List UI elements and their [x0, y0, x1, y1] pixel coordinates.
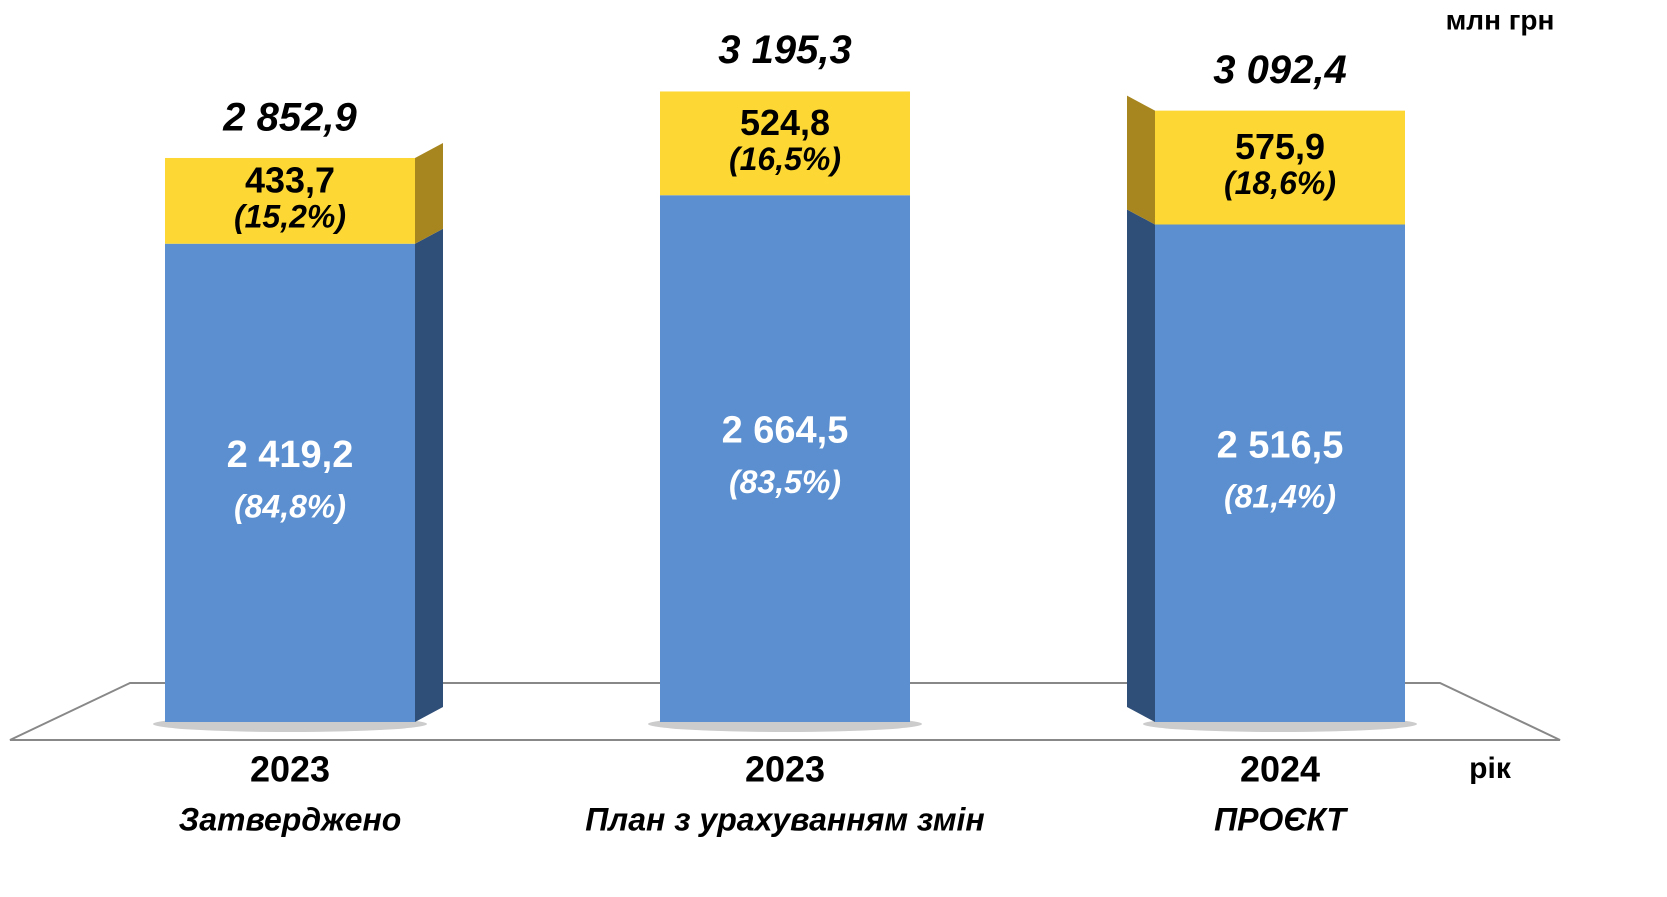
x-axis-label: рік — [1469, 752, 1512, 785]
value-label: 2 419,2 — [227, 434, 354, 476]
category-note: ПРОЄКТ — [1214, 801, 1348, 837]
bar-segment — [165, 243, 415, 722]
x-tick-label: 2024 — [1240, 749, 1320, 790]
unit-label: млн грн — [1446, 4, 1555, 35]
bar-segment — [1155, 224, 1405, 722]
percent-label: (84,8%) — [234, 488, 346, 524]
bar-segment — [660, 91, 910, 196]
x-tick-label: 2023 — [250, 749, 330, 790]
category-note: План з урахуванням змін — [585, 801, 984, 837]
bar-side — [1127, 95, 1155, 225]
percent-label: (83,5%) — [729, 464, 841, 500]
total-label: 3 195,3 — [718, 28, 851, 72]
value-label: 2 516,5 — [1217, 424, 1344, 466]
value-label: 2 664,5 — [722, 410, 849, 452]
bar-segment — [660, 195, 910, 723]
percent-label: (81,4%) — [1224, 479, 1336, 515]
x-tick-label: 2023 — [745, 749, 825, 790]
value-label: 433,7 — [245, 159, 335, 200]
total-label: 3 092,4 — [1213, 48, 1346, 92]
percent-label: (15,2%) — [234, 198, 346, 234]
bar-segment — [1155, 110, 1405, 225]
value-label: 524,8 — [740, 102, 830, 143]
bar-segment — [165, 157, 415, 244]
percent-label: (16,5%) — [729, 141, 841, 177]
total-label: 2 852,9 — [222, 96, 357, 140]
bar-side — [415, 228, 443, 722]
bar-side — [1127, 209, 1155, 723]
value-label: 575,9 — [1235, 126, 1325, 167]
category-note: Затверджено — [179, 801, 402, 837]
bar-side — [415, 142, 443, 244]
percent-label: (18,6%) — [1224, 165, 1336, 201]
